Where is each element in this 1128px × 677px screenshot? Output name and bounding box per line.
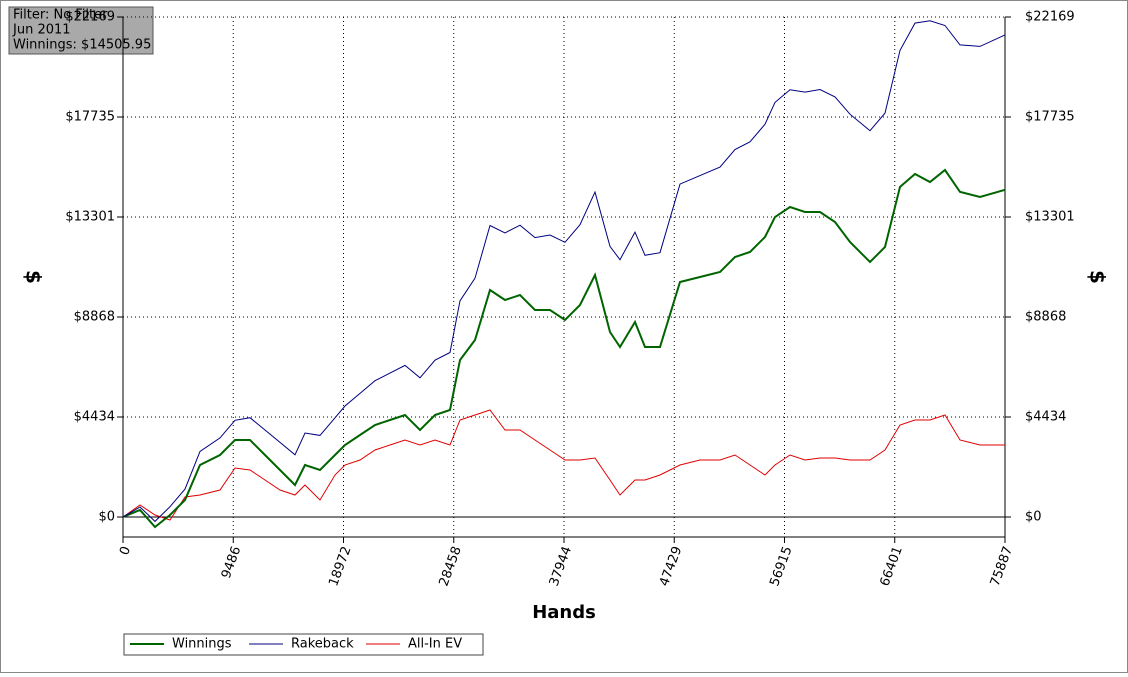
y-tick-label: $22169 (65, 10, 115, 25)
y-tick-label: $13301 (65, 210, 115, 225)
x-axis-title: Hands (532, 602, 596, 623)
info-box (8, 6, 154, 55)
series-line (122, 409, 1005, 521)
legend-label: All-In EV (408, 637, 462, 652)
legend-label: Winnings (172, 637, 232, 652)
series-line (122, 168, 1006, 529)
y-tick-label: $8868 (74, 309, 115, 324)
series-line (122, 20, 1006, 523)
info-line: Filter: No Filter (13, 8, 108, 23)
y2-tick-label: $17735 (1025, 110, 1075, 125)
info-line: Jun 2011 (12, 23, 71, 38)
y2-tick-label: $0 (1025, 509, 1042, 524)
y-axis-title: $ (22, 270, 46, 284)
y2-axis-title: $ (1086, 270, 1110, 284)
legend (123, 633, 484, 656)
y2-tick-label: $8868 (1025, 309, 1066, 324)
y2-tick-label: $13301 (1025, 210, 1075, 225)
info-line: Winnings: $14505.95 (13, 38, 151, 53)
y2-tick-label: $22169 (1025, 10, 1075, 25)
y-tick-label: $0 (98, 509, 115, 524)
legend-label: Rakeback (291, 637, 354, 652)
y2-tick-label: $4434 (1025, 409, 1066, 424)
y-tick-label: $17735 (65, 110, 115, 125)
y-tick-label: $4434 (74, 409, 115, 424)
